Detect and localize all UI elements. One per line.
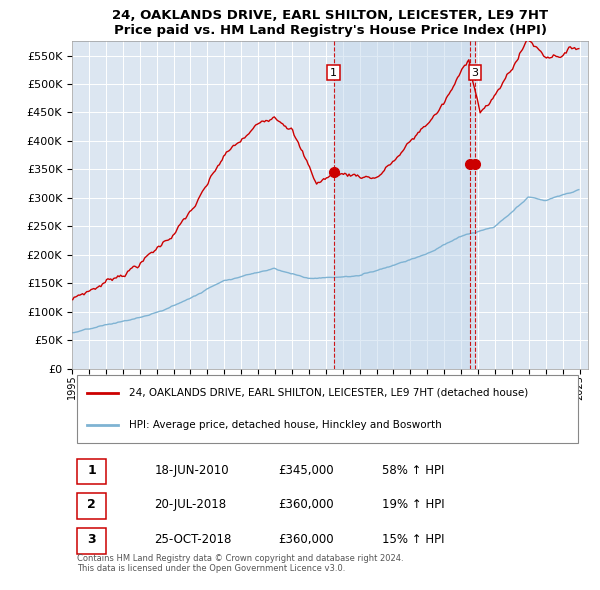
FancyBboxPatch shape [77, 375, 578, 443]
Bar [334, 41, 475, 369]
FancyBboxPatch shape [77, 528, 106, 554]
FancyBboxPatch shape [77, 493, 106, 519]
Text: 1: 1 [87, 464, 96, 477]
Text: £360,000: £360,000 [278, 499, 334, 512]
Text: 18-JUN-2010: 18-JUN-2010 [155, 464, 229, 477]
Text: 24, OAKLANDS DRIVE, EARL SHILTON, LEICESTER, LE9 7HT (detached house): 24, OAKLANDS DRIVE, EARL SHILTON, LEICES… [129, 388, 528, 398]
Text: 3: 3 [472, 68, 478, 78]
FancyBboxPatch shape [77, 458, 106, 484]
Text: 20-JUL-2018: 20-JUL-2018 [155, 499, 227, 512]
Text: £360,000: £360,000 [278, 533, 334, 546]
Text: 1: 1 [330, 68, 337, 78]
Text: 2: 2 [87, 499, 96, 512]
Text: 19% ↑ HPI: 19% ↑ HPI [382, 499, 444, 512]
Text: HPI: Average price, detached house, Hinckley and Bosworth: HPI: Average price, detached house, Hinc… [129, 421, 442, 430]
Text: 58% ↑ HPI: 58% ↑ HPI [382, 464, 444, 477]
Text: 3: 3 [87, 533, 96, 546]
Text: £345,000: £345,000 [278, 464, 334, 477]
Title: 24, OAKLANDS DRIVE, EARL SHILTON, LEICESTER, LE9 7HT
Price paid vs. HM Land Regi: 24, OAKLANDS DRIVE, EARL SHILTON, LEICES… [112, 9, 548, 37]
Text: 15% ↑ HPI: 15% ↑ HPI [382, 533, 444, 546]
Text: Contains HM Land Registry data © Crown copyright and database right 2024.
This d: Contains HM Land Registry data © Crown c… [77, 553, 404, 573]
Text: 25-OCT-2018: 25-OCT-2018 [155, 533, 232, 546]
